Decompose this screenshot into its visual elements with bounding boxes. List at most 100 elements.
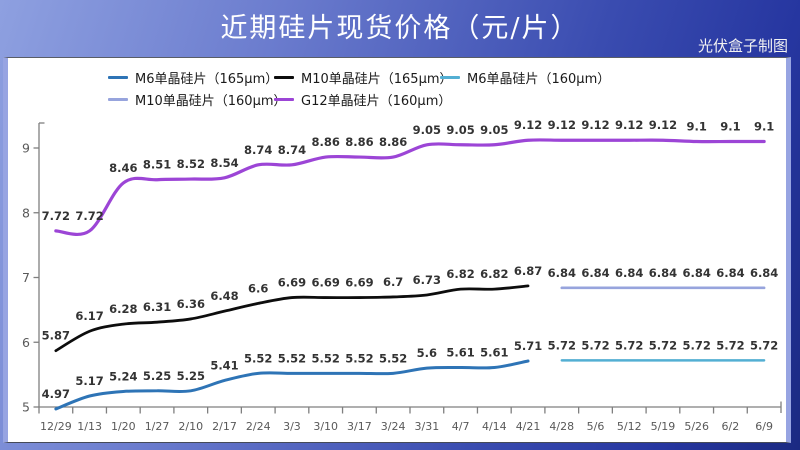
data-label: 9.1 [720, 120, 740, 134]
data-label: 6.48 [210, 289, 238, 303]
x-tick-label: 5/19 [651, 420, 676, 433]
data-label: 6.36 [177, 297, 205, 311]
data-label: 6.84 [682, 266, 710, 280]
legend-swatch [274, 97, 294, 102]
data-label: 8.52 [177, 157, 205, 171]
data-label: 8.74 [278, 143, 306, 157]
legend-label: M6单晶硅片（165μm） [135, 72, 279, 87]
x-tick-label: 6/2 [722, 420, 740, 433]
data-label: 7.72 [75, 209, 103, 223]
legend-item: M6单晶硅片（165μm） [108, 68, 278, 87]
data-label: 5.24 [109, 369, 137, 383]
data-label: 8.86 [379, 135, 407, 149]
x-tick-label: 12/29 [40, 420, 72, 433]
data-label: 5.52 [379, 351, 407, 365]
y-tick-label: 9 [22, 141, 30, 156]
series-line [54, 359, 530, 411]
data-label: 5.72 [750, 338, 778, 352]
data-label: 6.84 [581, 266, 609, 280]
data-label: 5.72 [649, 338, 677, 352]
data-label: 6.84 [716, 266, 744, 280]
data-label: 9.1 [754, 120, 774, 134]
data-label: 6.69 [311, 276, 339, 290]
data-label: 9.12 [514, 118, 542, 132]
legend-label: M10单晶硅片（160μm） [135, 94, 287, 109]
legend-swatch [108, 97, 128, 102]
data-label: 6.69 [278, 276, 306, 290]
data-label: 6.84 [649, 266, 677, 280]
data-label: 6.73 [413, 273, 441, 287]
chart-legend: M6单晶硅片（165μm） M10单晶硅片（165μm） M6单晶硅片（160μm）… [8, 58, 786, 110]
y-tick-label: 7 [22, 270, 30, 285]
chart-panel: M6单晶硅片（165μm） M10单晶硅片（165μm） M6单晶硅片（160μm）… [3, 57, 791, 443]
data-label: 6.17 [75, 309, 103, 323]
data-label: 8.86 [345, 135, 373, 149]
data-label: 5.6 [417, 346, 437, 360]
data-label: 5.87 [42, 329, 70, 343]
y-tick-label: 6 [22, 335, 30, 350]
legend-item: M10单晶硅片（165μm） [274, 68, 453, 87]
x-tick-label: 2/24 [246, 420, 271, 433]
data-label: 9.05 [413, 123, 441, 137]
data-label: 5.61 [446, 346, 474, 360]
x-tick-label: 1/13 [77, 420, 102, 433]
data-label: 5.52 [345, 351, 373, 365]
data-label: 4.97 [42, 387, 70, 401]
x-tick-label: 3/24 [381, 420, 406, 433]
data-label: 5.72 [682, 338, 710, 352]
data-label: 5.72 [615, 338, 643, 352]
legend-swatch [440, 75, 460, 80]
data-label: 9.05 [446, 123, 474, 137]
legend-item: G12单晶硅片（160μm） [274, 90, 451, 109]
x-tick-label: 1/27 [145, 420, 170, 433]
data-label: 8.54 [210, 156, 238, 170]
legend-label: M10单晶硅片（165μm） [301, 72, 453, 87]
x-tick-label: 3/3 [283, 420, 301, 433]
legend-item: M6单晶硅片（160μm） [440, 68, 610, 87]
data-label: 9.12 [581, 118, 609, 132]
x-tick-label: 5/26 [684, 420, 709, 433]
credit-text: 光伏盒子制图 [697, 37, 788, 55]
x-tick-label: 6/9 [755, 420, 773, 433]
data-label: 8.86 [311, 135, 339, 149]
x-tick-label: 3/10 [313, 420, 338, 433]
legend-label: G12单晶硅片（160μm） [301, 94, 452, 109]
data-label: 5.72 [548, 338, 576, 352]
x-tick-label: 4/28 [549, 420, 574, 433]
data-label: 9.12 [649, 118, 677, 132]
x-tick-label: 5/6 [587, 420, 605, 433]
data-label: 5.61 [480, 346, 508, 360]
data-label: 5.17 [75, 374, 103, 388]
data-label: 6.31 [143, 300, 171, 314]
data-label: 6.28 [109, 302, 137, 316]
data-label: 5.25 [143, 369, 171, 383]
legend-swatch [108, 75, 128, 80]
data-label: 6.84 [750, 266, 778, 280]
data-label: 6.6 [248, 281, 268, 295]
page-title: 近期硅片现货价格（元/片） [220, 13, 580, 44]
data-label: 5.41 [210, 358, 238, 372]
data-label: 5.72 [581, 338, 609, 352]
data-label: 6.69 [345, 276, 373, 290]
x-tick-label: 5/12 [617, 420, 642, 433]
data-label: 7.72 [42, 209, 70, 223]
data-label: 6.87 [514, 264, 542, 278]
data-label: 5.52 [278, 351, 306, 365]
data-label: 8.74 [244, 143, 272, 157]
x-tick-label: 3/31 [415, 420, 440, 433]
data-label: 6.7 [383, 275, 403, 289]
data-label: 9.12 [615, 118, 643, 132]
y-tick-label: 5 [22, 400, 30, 415]
data-label: 5.72 [716, 338, 744, 352]
x-tick-label: 4/14 [482, 420, 507, 433]
x-tick-label: 1/20 [111, 420, 136, 433]
data-label: 9.1 [686, 120, 706, 134]
y-tick-label: 8 [22, 205, 30, 220]
legend-label: M6单晶硅片（160μm） [467, 72, 611, 87]
x-tick-label: 4/21 [516, 420, 541, 433]
data-label: 5.71 [514, 339, 542, 353]
series-line [54, 284, 530, 353]
data-label: 6.84 [615, 266, 643, 280]
data-label: 6.82 [446, 267, 474, 281]
